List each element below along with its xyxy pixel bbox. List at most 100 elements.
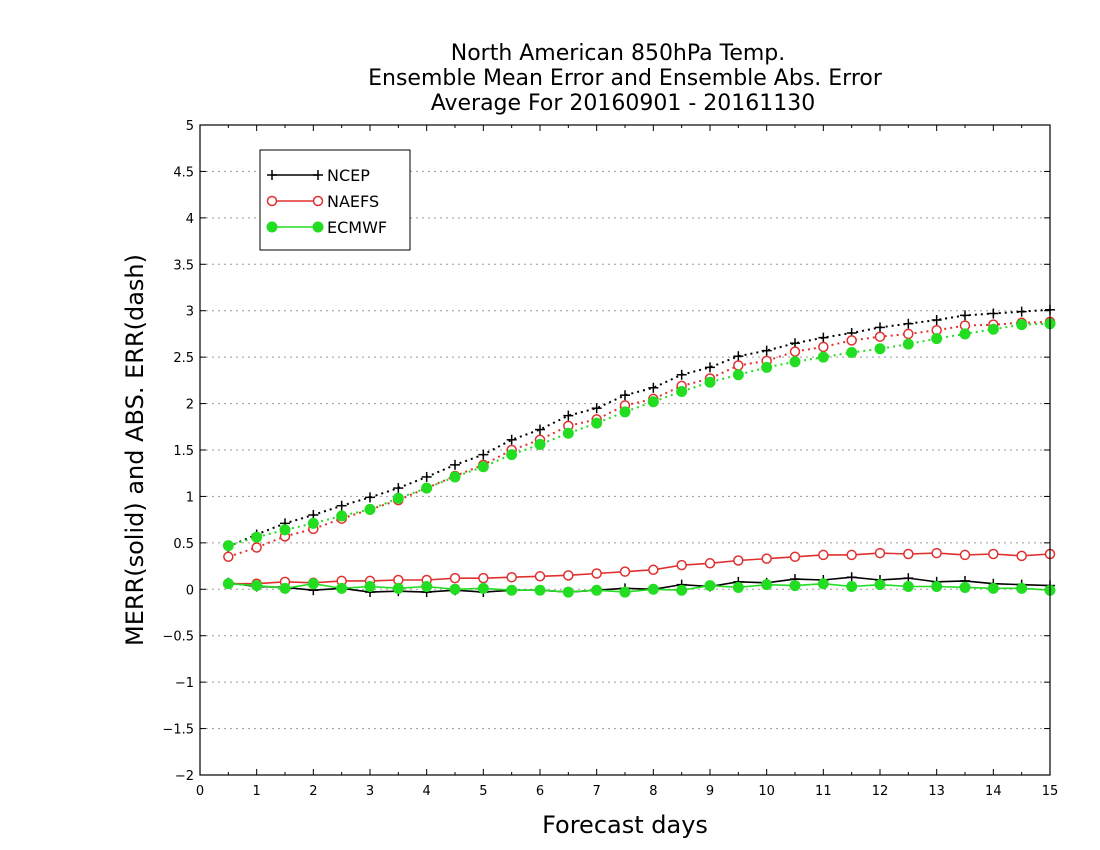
ecmwf-abs-err-point [987, 323, 999, 335]
naefs-mean-err-point [988, 548, 999, 560]
ecmwf-mean-err-point [336, 582, 348, 594]
ncep-abs-err-point [393, 483, 404, 494]
x-tick-label: 9 [706, 784, 714, 799]
ecmwf-mean-err-point [647, 583, 659, 595]
naefs-mean-err-point [619, 566, 631, 577]
ecmwf-mean-err-point [534, 584, 546, 596]
x-tick-label: 8 [649, 784, 657, 799]
ecmwf-mean-err-point [364, 581, 376, 592]
series-ecmwf [222, 318, 1056, 598]
naefs-abs-err-point [733, 360, 744, 371]
ecmwf-mean-err-line [228, 582, 1051, 593]
ncep-abs-err-point [875, 322, 885, 333]
x-tick-label: 3 [366, 784, 374, 799]
y-tick-label: −2 [175, 769, 194, 784]
naefs-mean-err-point [903, 548, 914, 560]
ecmwf-mean-err-point [761, 579, 773, 591]
ecmwf-mean-err-point [874, 579, 886, 591]
legend-label-ecmwf: ECMWF [327, 218, 387, 237]
ecmwf-abs-err-point [846, 347, 858, 358]
y-tick-label: 3 [186, 305, 194, 320]
x-tick-label: 14 [985, 784, 1002, 799]
ecmwf-mean-err-point [1016, 582, 1028, 594]
ecmwf-abs-err-point [336, 510, 348, 522]
x-tick-label: 13 [928, 784, 945, 799]
naefs-mean-err-point [761, 553, 772, 564]
ncep-abs-err-point [648, 382, 659, 393]
ncep-abs-err-point [478, 449, 489, 460]
naefs-mean-err-point [676, 559, 687, 571]
x-tick-label: 11 [815, 784, 832, 799]
ecmwf-abs-err-point [421, 482, 433, 494]
ecmwf-abs-err-point [619, 406, 631, 418]
ecmwf-abs-err-point [931, 333, 943, 345]
ncep-abs-err-point [676, 369, 687, 380]
ncep-abs-err-point [960, 310, 970, 321]
ncep-abs-err-point [733, 351, 744, 362]
ecmwf-mean-err-point [902, 581, 914, 592]
ecmwf-abs-err-point [477, 461, 489, 473]
grid-lines [200, 170, 1050, 730]
ecmwf-mean-err-point [449, 583, 461, 595]
ecmwf-abs-err-point [902, 338, 914, 350]
axis-ticks: −2−1.5−1−0.500.511.522.533.544.550 1 2 3 4 5 6… [162, 119, 1058, 799]
naefs-abs-err-point [223, 551, 234, 563]
ecmwf-mean-err-point [959, 581, 971, 593]
ecmwf-mean-err-point [506, 584, 518, 596]
ecmwf-abs-err-point [449, 471, 461, 483]
y-tick-label: 1 [186, 490, 194, 505]
ecmwf-mean-err-point [279, 582, 291, 594]
ncep-abs-err-point [931, 315, 942, 325]
x-tick-label: 5 [479, 784, 487, 799]
ecmwf-abs-err-point [959, 328, 971, 340]
chart-title-line-3: Average For 20160901 - 20161130 [431, 91, 816, 116]
naefs-mean-err-line [228, 552, 1051, 585]
ecmwf-abs-err-point [591, 417, 603, 429]
ecmwf-mean-err-point [817, 578, 829, 590]
legend-label-naefs: NAEFS [327, 192, 379, 211]
legend-marker-ncep [313, 170, 323, 180]
ncep-abs-err-point [563, 410, 574, 421]
ncep-abs-err-point [620, 390, 630, 401]
y-tick-label: 1.5 [173, 444, 194, 459]
y-tick-label: 3.5 [173, 258, 194, 273]
naefs-mean-err-point [818, 549, 829, 561]
naefs-mean-err-point [1016, 550, 1027, 562]
ecmwf-abs-err-point [251, 531, 263, 543]
ecmwf-abs-err-point [676, 386, 688, 397]
ecmwf-mean-err-point [562, 586, 574, 598]
naefs-mean-err-point [449, 572, 461, 584]
y-axis-label: MERR(solid) and ABS. ERR(dash) [121, 254, 149, 646]
ecmwf-abs-err-point [732, 369, 744, 381]
y-tick-label: 0.5 [173, 537, 194, 552]
naefs-abs-err-point [874, 331, 886, 342]
legend-marker-ncep [267, 170, 277, 180]
y-tick-label: 4 [186, 212, 194, 227]
naefs-mean-err-point [789, 551, 801, 563]
ncep-mean-err-line [228, 576, 1051, 593]
ecmwf-abs-err-point [817, 351, 829, 363]
x-tick-label: 15 [1042, 784, 1059, 799]
ecmwf-mean-err-point [676, 584, 688, 596]
ecmwf-mean-err-point [392, 582, 404, 594]
naefs-mean-err-point [846, 549, 857, 561]
ecmwf-mean-err-point [591, 584, 603, 596]
ncep-abs-err-point [535, 424, 545, 435]
chart-title-line-2: Ensemble Mean Error and Ensemble Abs. Er… [368, 66, 883, 91]
naefs-abs-err-point [251, 542, 262, 553]
legend-marker-naefs [312, 195, 324, 207]
y-tick-label: 2 [186, 398, 194, 413]
legend-item-ecmwf: ECMWF [266, 218, 387, 237]
ncep-abs-err-point [1016, 306, 1027, 317]
ecmwf-abs-err-point [874, 343, 886, 355]
ecmwf-abs-err-point [364, 503, 376, 515]
series-naefs [223, 316, 1056, 589]
legend: NCEP NAEFS ECMWF [259, 149, 411, 251]
naefs-abs-err-point [903, 328, 914, 340]
legend-marker-naefs [266, 195, 278, 207]
y-tick-label: −0.5 [162, 630, 194, 645]
naefs-abs-err-point [789, 346, 801, 357]
ecmwf-abs-err-point [506, 449, 518, 461]
ncep-abs-err-point [450, 459, 460, 470]
